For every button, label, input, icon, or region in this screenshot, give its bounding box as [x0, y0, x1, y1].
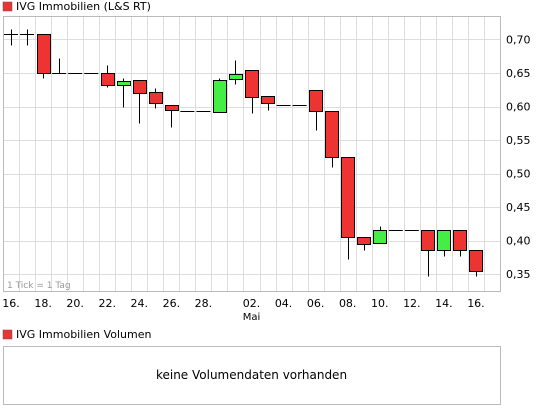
candle-body — [133, 80, 147, 94]
candle-body — [101, 73, 115, 86]
candle-body — [469, 250, 483, 272]
candle-body — [261, 96, 275, 104]
x-tick-label: 18. — [34, 297, 52, 310]
y-tick-label: 0,70 — [506, 33, 531, 46]
candle-body — [325, 111, 339, 158]
x-tick-label: 22. — [98, 297, 116, 310]
x-month-label: Mai — [243, 312, 261, 323]
x-tick-label: 06. — [307, 297, 325, 310]
candle-body — [357, 237, 371, 245]
candle-body — [149, 92, 163, 104]
x-tick-label: 20. — [66, 297, 84, 310]
candle-body — [213, 80, 227, 113]
y-tick-label: 0,45 — [506, 201, 531, 214]
x-tick-label: 24. — [131, 297, 149, 310]
candle-body — [341, 157, 355, 238]
y-tick-label: 0,40 — [506, 235, 531, 248]
volume-frame — [3, 346, 501, 405]
x-tick-label: 04. — [275, 297, 293, 310]
x-tick-label: 12. — [403, 297, 421, 310]
x-tick-label: 16. — [467, 297, 485, 310]
candle-body — [309, 90, 323, 112]
tick-footnote: 1 Tick = 1 Tag — [7, 281, 71, 291]
candle-body — [453, 230, 467, 251]
x-tick-label: 26. — [163, 297, 181, 310]
x-tick-label: 02. — [243, 297, 261, 310]
x-tick-label: 16. — [2, 297, 20, 310]
candle-body — [37, 34, 51, 74]
candle-body — [117, 81, 131, 86]
y-tick-label: 0,55 — [506, 134, 531, 147]
y-tick-label: 0,60 — [506, 101, 531, 114]
legend-swatch-price — [2, 1, 13, 12]
candle-body — [421, 230, 435, 251]
candle-body — [373, 230, 387, 244]
y-tick-label: 0,50 — [506, 168, 531, 181]
y-tick-label: 0,65 — [506, 67, 531, 80]
no-volume-message: keine Volumendaten vorhanden — [155, 368, 348, 382]
y-tick-label: 0,35 — [506, 268, 531, 281]
legend-price-title: IVG Immobilien (L&S RT) — [16, 0, 151, 13]
x-tick-label: 08. — [339, 297, 357, 310]
legend-volume-title: IVG Immobilien Volumen — [16, 328, 151, 341]
x-tick-label: 28. — [195, 297, 213, 310]
candle-body — [437, 230, 451, 251]
x-tick-label: 10. — [371, 297, 389, 310]
candle-body — [245, 70, 259, 98]
x-tick-label: 14. — [435, 297, 453, 310]
plot-frame — [3, 16, 501, 292]
legend-swatch-volume — [2, 329, 13, 340]
candle-body — [165, 105, 179, 111]
candle-body — [229, 74, 243, 80]
